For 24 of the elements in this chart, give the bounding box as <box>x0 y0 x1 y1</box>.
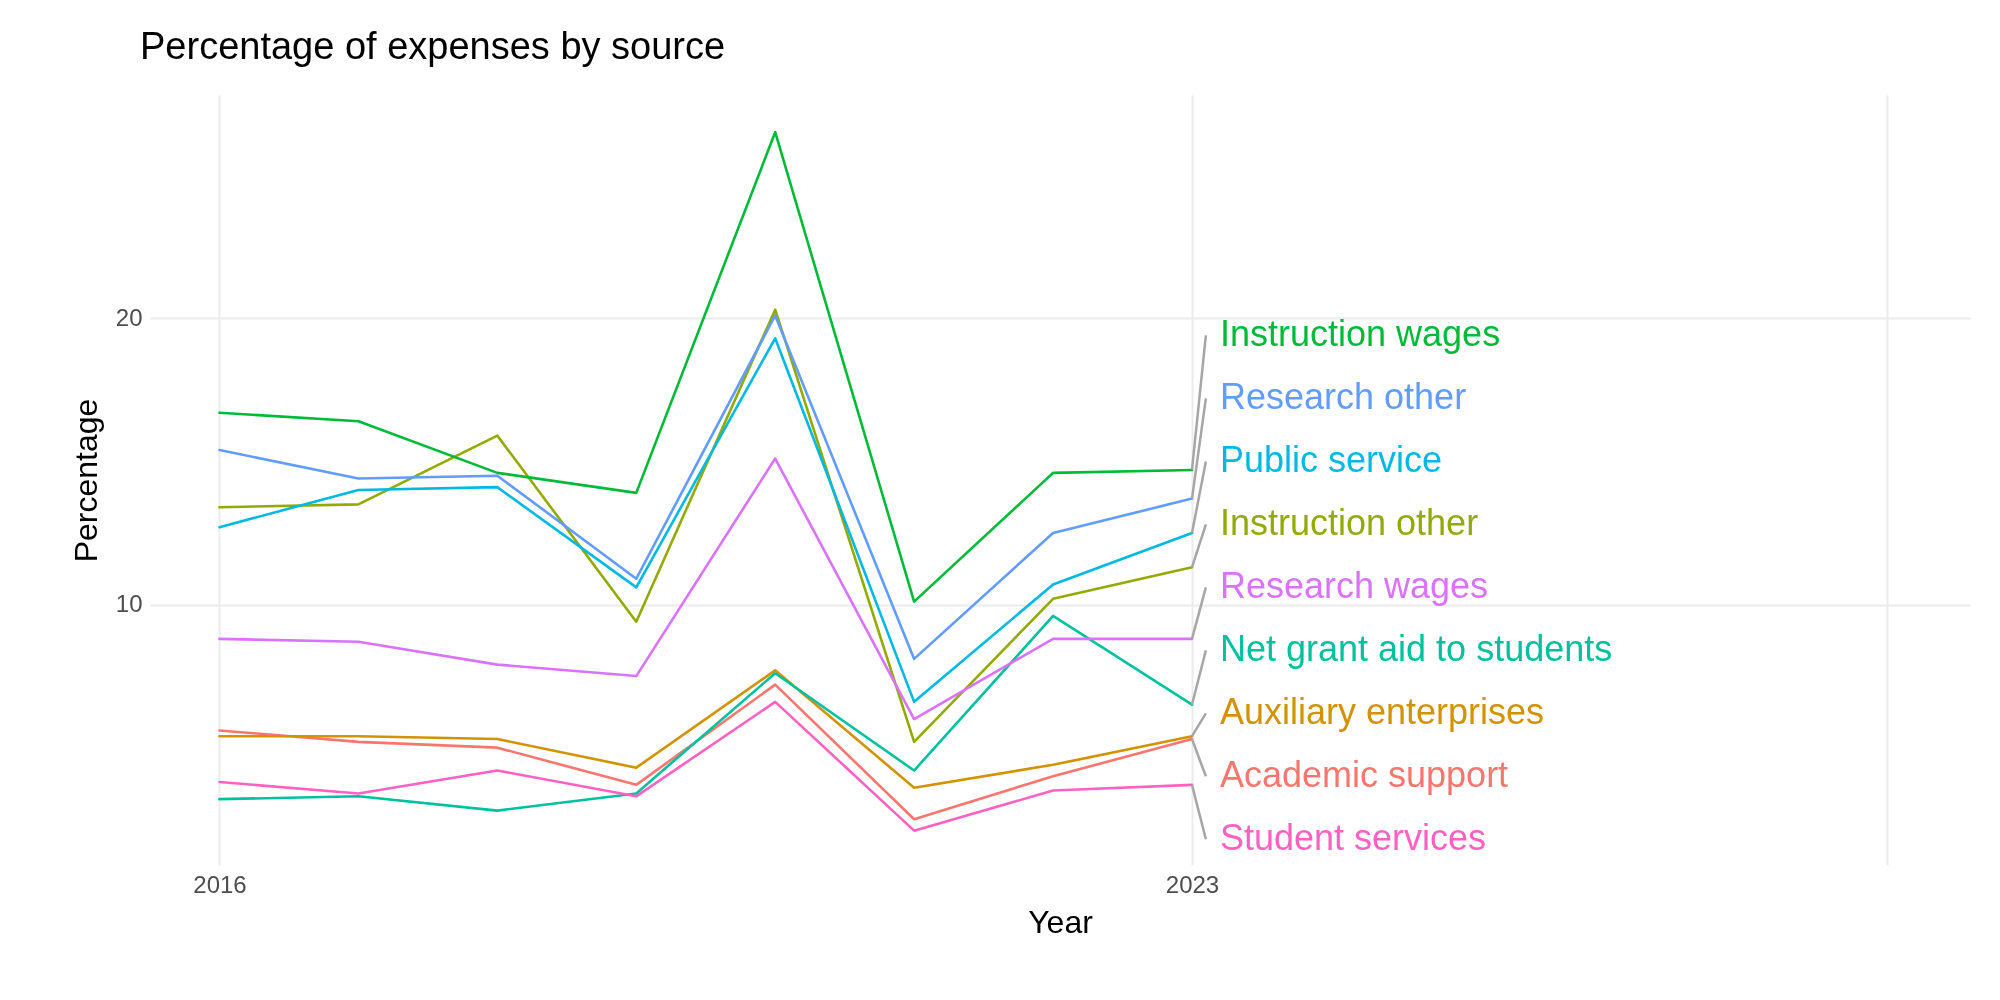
line-series <box>218 669 1194 790</box>
series-label: Instruction other <box>1219 502 1479 544</box>
text: Research other <box>1219 376 1467 418</box>
series-label: Public service <box>1219 439 1443 481</box>
y-tick-label: 20 <box>115 303 143 331</box>
line-series <box>218 337 1194 704</box>
x-axis-title: Year <box>1028 903 1094 940</box>
line-series <box>218 700 1194 832</box>
y-tick-label: 10 <box>115 590 143 618</box>
line-series <box>218 457 1194 721</box>
series-label: Auxiliary enterprises <box>1219 691 1545 733</box>
series-label: Student services <box>1219 817 1487 859</box>
x-tick-label: 2023 <box>1165 870 1220 898</box>
series-label: Net grant aid to students <box>1219 628 1613 670</box>
chart-title: Percentage of expenses by source <box>140 25 726 67</box>
x-tick-label: 2016 <box>193 870 247 898</box>
line-series <box>218 683 1194 821</box>
line-series <box>218 314 1194 661</box>
y-axis-title: Percentage <box>67 398 104 563</box>
series-label: Research wages <box>1219 565 1489 607</box>
text: Instruction wages <box>1219 313 1501 355</box>
series-label: Academic support <box>1219 754 1509 796</box>
line-series <box>218 614 1194 812</box>
line-series <box>218 130 1194 603</box>
